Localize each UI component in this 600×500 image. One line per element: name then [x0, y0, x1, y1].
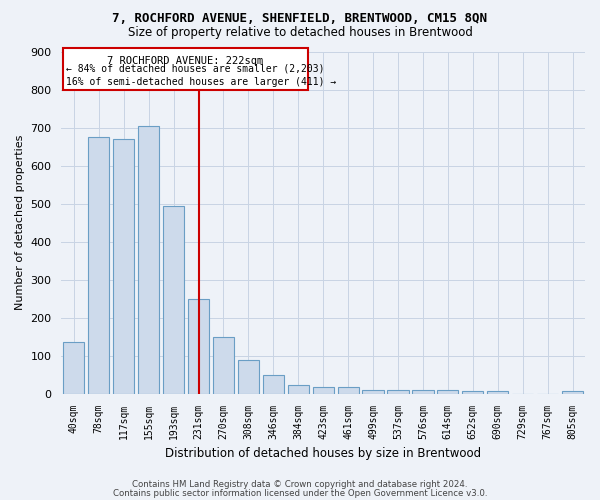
Text: Size of property relative to detached houses in Brentwood: Size of property relative to detached ho…	[128, 26, 472, 39]
Bar	[188, 298, 209, 394]
Bar	[88, 138, 109, 394]
Bar	[338, 387, 359, 394]
Bar	[138, 126, 159, 394]
Bar	[263, 374, 284, 394]
Bar	[113, 139, 134, 394]
Bar	[313, 387, 334, 394]
Bar	[437, 390, 458, 394]
Bar	[388, 390, 409, 394]
Text: Contains public sector information licensed under the Open Government Licence v3: Contains public sector information licen…	[113, 489, 487, 498]
Text: 7, ROCHFORD AVENUE, SHENFIELD, BRENTWOOD, CM15 8QN: 7, ROCHFORD AVENUE, SHENFIELD, BRENTWOOD…	[113, 12, 487, 26]
Y-axis label: Number of detached properties: Number of detached properties	[15, 135, 25, 310]
Bar	[163, 206, 184, 394]
Text: Contains HM Land Registry data © Crown copyright and database right 2024.: Contains HM Land Registry data © Crown c…	[132, 480, 468, 489]
Bar	[287, 386, 309, 394]
Bar	[462, 390, 484, 394]
Text: 16% of semi-detached houses are larger (411) →: 16% of semi-detached houses are larger (…	[67, 77, 337, 87]
Bar	[362, 390, 383, 394]
Bar	[238, 360, 259, 394]
Bar	[63, 342, 85, 394]
Bar	[562, 390, 583, 394]
Bar	[213, 336, 234, 394]
Text: 7 ROCHFORD AVENUE: 222sqm: 7 ROCHFORD AVENUE: 222sqm	[107, 56, 263, 66]
Bar	[412, 390, 434, 394]
Bar	[62, 48, 308, 90]
Bar	[487, 390, 508, 394]
X-axis label: Distribution of detached houses by size in Brentwood: Distribution of detached houses by size …	[165, 447, 481, 460]
Text: ← 84% of detached houses are smaller (2,203): ← 84% of detached houses are smaller (2,…	[67, 64, 325, 74]
